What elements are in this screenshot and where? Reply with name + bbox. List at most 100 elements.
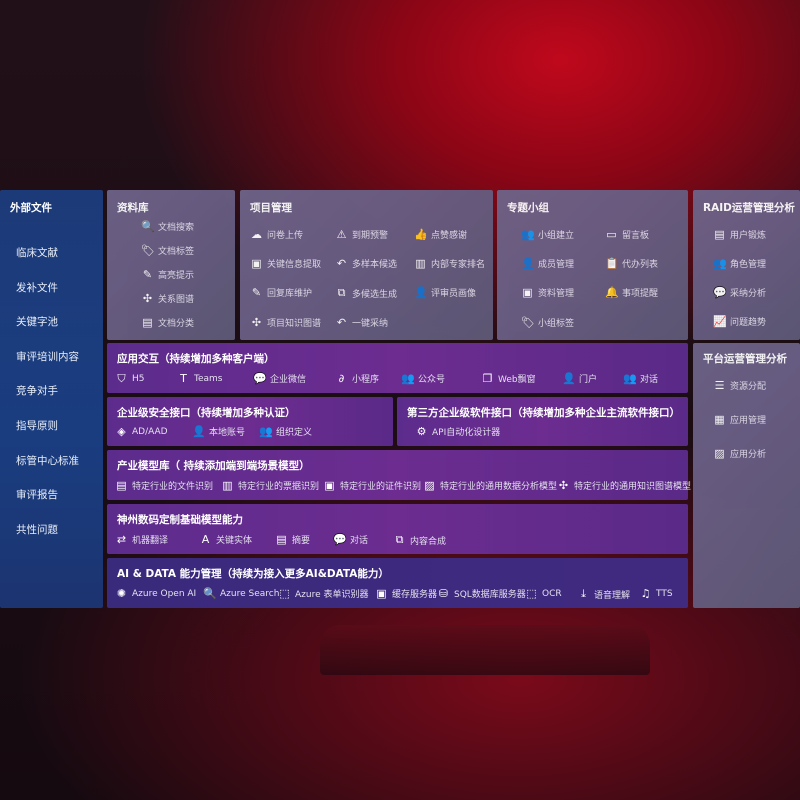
ai-item-7[interactable]: ♫ TTS bbox=[639, 587, 673, 600]
sidebar-item[interactable]: 指导原则 bbox=[16, 420, 58, 432]
platform-item-1[interactable]: ▦ 应用管理 bbox=[713, 413, 766, 426]
sidebar-item[interactable]: 标管中心标准 bbox=[16, 454, 79, 467]
item-label: 应用分析 bbox=[730, 450, 767, 460]
app-item-0[interactable]: ⛉ H5 bbox=[115, 372, 145, 386]
bbs-icon: ▭ bbox=[606, 228, 617, 241]
sidebar-item[interactable]: 临床文献 bbox=[16, 247, 58, 259]
industry-item-4[interactable]: ✣ 特定行业的通用知识图谱模型 bbox=[557, 479, 691, 492]
item-label: 评审员画像 bbox=[431, 289, 477, 299]
sidebar-item[interactable]: 竞争对手 bbox=[16, 385, 58, 398]
project-item-0[interactable]: ☁ 问卷上传 bbox=[250, 228, 303, 241]
base-item-2[interactable]: ▤ 摘要 bbox=[275, 533, 310, 546]
base-item-0[interactable]: ⇄ 机器翻译 bbox=[115, 533, 168, 546]
group-item-6[interactable]: 🏷 小组标签 bbox=[521, 316, 574, 329]
raid-item-3[interactable]: 📈 问题趋势 bbox=[713, 315, 766, 328]
ai-item-2[interactable]: ⬚ Azure 表单识别器 bbox=[278, 587, 368, 600]
trend-icon: 📈 bbox=[713, 315, 727, 328]
group-item-1[interactable]: ▭ 留言板 bbox=[605, 228, 649, 241]
ai-item-0[interactable]: ✺ Azure Open AI bbox=[115, 587, 196, 600]
app-item-4[interactable]: 👥 公众号 bbox=[401, 372, 445, 385]
group-item-5[interactable]: 🔔 事项提醒 bbox=[605, 286, 658, 299]
security-item-2[interactable]: 👥 组织定义 bbox=[259, 425, 312, 438]
ai-item-1[interactable]: 🔍 Azure Search bbox=[203, 587, 279, 600]
third-title: 第三方企业级软件接口（持续增加多种企业主流软件接口） bbox=[407, 407, 680, 419]
base-item-1[interactable]: A 关键实体 bbox=[199, 533, 252, 546]
platform-item-0[interactable]: ☰ 资源分配 bbox=[713, 379, 766, 392]
sidebar-item[interactable]: 发补文件 bbox=[16, 281, 58, 294]
project-item-10[interactable]: ↶ 一键采纳 bbox=[335, 316, 388, 329]
base-item-4[interactable]: ⧉ 内容合成 bbox=[393, 533, 446, 547]
project-item-6[interactable]: ✎ 回复库维护 bbox=[250, 286, 312, 299]
project-item-7[interactable]: ⧉ 多候选生成 bbox=[335, 286, 397, 300]
industry-item-2[interactable]: ▣ 特定行业的证件识别 bbox=[323, 479, 421, 492]
library-item-1[interactable]: 🏷 文档标签 bbox=[141, 244, 194, 257]
raid-item-0[interactable]: ▤ 用户锻炼 bbox=[713, 228, 766, 241]
project-item-5[interactable]: ▥ 内部专家排名 bbox=[414, 257, 485, 270]
ai-item-6[interactable]: ⤓ 语音理解 bbox=[577, 587, 630, 601]
pen-icon: ✎ bbox=[142, 268, 153, 281]
raid-title: RAID运营管理分析 bbox=[703, 202, 795, 214]
platform-item-2[interactable]: ▨ 应用分析 bbox=[713, 447, 766, 460]
window-icon: ❐ bbox=[482, 372, 493, 385]
security-item-0[interactable]: ◈ AD/AAD bbox=[115, 425, 167, 438]
sidebar-item[interactable]: 关键字池 bbox=[16, 316, 58, 329]
sidebar-item[interactable]: 审评报告 bbox=[16, 489, 58, 502]
library-item-0[interactable]: 🔍 文档搜索 bbox=[141, 220, 194, 233]
group-item-4[interactable]: ▣ 资料管理 bbox=[521, 286, 574, 299]
library-item-2[interactable]: ✎ 高亮提示 bbox=[141, 268, 194, 281]
speech-icon: ⤓ bbox=[581, 587, 586, 600]
search-icon: 🔍 bbox=[203, 587, 217, 600]
item-label: 回复库维护 bbox=[267, 289, 313, 299]
item-label: 摘要 bbox=[292, 536, 311, 546]
project-item-4[interactable]: ↶ 多样本候选 bbox=[335, 257, 397, 270]
item-label: 门户 bbox=[579, 375, 598, 385]
industry-item-3[interactable]: ▨ 特定行业的通用数据分析模型 bbox=[423, 479, 557, 492]
project-item-8[interactable]: 👤 评审员画像 bbox=[414, 286, 476, 299]
app-item-5[interactable]: ❐ Web飘窗 bbox=[481, 372, 536, 385]
app-item-6[interactable]: 👤 门户 bbox=[562, 372, 597, 385]
item-label: Azure Search bbox=[220, 588, 280, 599]
raid-item-2[interactable]: 💬 采纳分析 bbox=[713, 286, 766, 299]
app-item-7[interactable]: 👥 对话 bbox=[623, 372, 658, 385]
item-label: H5 bbox=[132, 374, 145, 384]
platform-panel: 平台运营管理分析 ☰ 资源分配 ▦ 应用管理 ▨ 应用分析 bbox=[693, 343, 800, 608]
qa-icon: 💬 bbox=[713, 286, 727, 299]
item-label: 组织定义 bbox=[276, 428, 313, 438]
ai-item-3[interactable]: ▣ 缓存服务器 bbox=[375, 587, 437, 600]
raid-item-1[interactable]: 👥 角色管理 bbox=[713, 257, 766, 270]
group-item-3[interactable]: 📋 代办列表 bbox=[605, 257, 658, 270]
item-label: 内部专家排名 bbox=[431, 260, 486, 270]
sidebar-item[interactable]: 审评培训内容 bbox=[16, 350, 79, 363]
group-item-2[interactable]: 👤 成员管理 bbox=[521, 257, 574, 270]
security-item-1[interactable]: 👤 本地账号 bbox=[192, 425, 245, 438]
industry-title: 产业模型库（ 持续添加端到端场景模型） bbox=[117, 460, 310, 472]
clipboard-icon: 📋 bbox=[605, 257, 619, 270]
item-label: Azure Open AI bbox=[132, 588, 197, 599]
group-item-0[interactable]: 👥 小组建立 bbox=[521, 228, 574, 241]
ad-icon: ◈ bbox=[117, 425, 126, 438]
item-label: 文档分类 bbox=[158, 319, 195, 329]
external-files-panel: 外部文件 临床文献 发补文件 关键字池 审评培训内容 竞争对手 指导原则 标管中心标准 审评报告… bbox=[0, 190, 103, 608]
item-label: API自动化设计器 bbox=[432, 428, 501, 438]
project-item-1[interactable]: ⚠ 到期预警 bbox=[335, 228, 388, 241]
sidebar-item[interactable]: 共性问题 bbox=[16, 523, 58, 536]
third-item-0[interactable]: ⚙ API自动化设计器 bbox=[415, 425, 501, 438]
item-label: 缓存服务器 bbox=[392, 590, 438, 600]
base-item-3[interactable]: 💬 对话 bbox=[333, 533, 368, 546]
ai-item-4[interactable]: ⛁ SQL数据库服务器 bbox=[437, 587, 526, 600]
item-label: 关键信息提取 bbox=[267, 260, 322, 270]
project-item-3[interactable]: ▣ 关键信息提取 bbox=[250, 257, 321, 270]
item-label: 对话 bbox=[640, 375, 659, 385]
library-item-4[interactable]: ▤ 文档分类 bbox=[141, 316, 194, 329]
app-item-3[interactable]: ∂ 小程序 bbox=[335, 372, 379, 385]
industry-item-0[interactable]: ▤ 特定行业的文件识别 bbox=[115, 479, 213, 492]
receipt-icon: ▥ bbox=[222, 479, 233, 492]
project-item-2[interactable]: 👍 点赞感谢 bbox=[414, 228, 467, 241]
ai-item-5[interactable]: ⬚ OCR bbox=[525, 587, 561, 600]
app-item-1[interactable]: T Teams bbox=[177, 372, 222, 385]
library-item-3[interactable]: ✣ 关系图谱 bbox=[141, 292, 194, 305]
project-item-9[interactable]: ✣ 项目知识图谱 bbox=[250, 316, 321, 329]
app-item-2[interactable]: 💬 企业微信 bbox=[253, 372, 306, 385]
entity-icon: A bbox=[201, 533, 210, 546]
industry-item-1[interactable]: ▥ 特定行业的票据识别 bbox=[221, 479, 319, 492]
